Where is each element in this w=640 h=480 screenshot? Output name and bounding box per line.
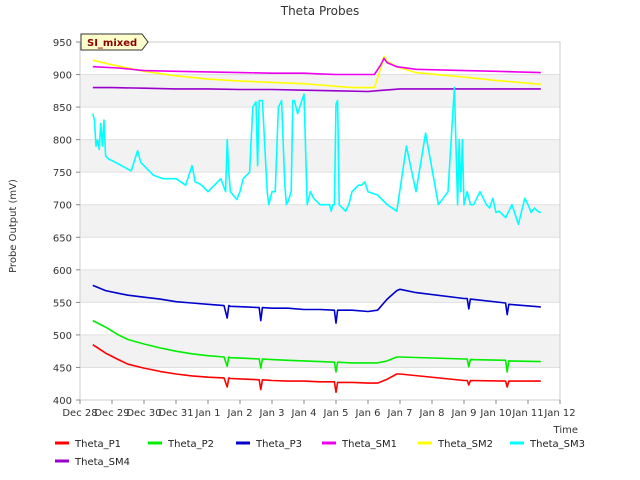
- x-tick-label: Jan 10: [479, 408, 511, 419]
- chart-title: Theta Probes: [280, 4, 359, 18]
- plot-frame: [79, 41, 561, 401]
- x-tick-label: Jan 7: [387, 408, 413, 419]
- legend-item-theta-sm4: Theta_SM4: [55, 457, 130, 468]
- x-tick-label: Dec 29: [94, 408, 129, 419]
- series-line-theta-sm1: [92, 57, 541, 76]
- legend: Theta_P1 Theta_P2 Theta_P3 Theta_SM1 Theta_S…: [55, 439, 585, 468]
- legend-item-theta-p2: Theta_P2: [148, 439, 214, 450]
- series-line-theta-p2: [92, 319, 541, 373]
- legend-item-theta-p1: Theta_P1: [55, 439, 121, 450]
- badge: SI_mixed: [80, 33, 149, 51]
- grid-band: [80, 269, 560, 303]
- x-tick-label: Dec 30: [126, 408, 161, 419]
- x-tick-label: Jan 4: [291, 408, 317, 419]
- legend-label: Theta_P3: [255, 439, 302, 450]
- y-tick-label: 900: [53, 71, 72, 82]
- y-tick-label: 400: [53, 396, 72, 407]
- axes: [79, 41, 561, 401]
- legend-label: Theta_SM4: [74, 457, 130, 468]
- series-line-theta-sm4: [92, 86, 541, 93]
- series-line-theta-p1: [92, 344, 541, 394]
- y-tick-label: 800: [53, 136, 72, 147]
- y-tick-label: 750: [53, 168, 72, 179]
- grid-band: [80, 139, 560, 173]
- x-tick-label: Jan 9: [451, 408, 477, 419]
- legend-label: Theta_SM1: [341, 439, 397, 450]
- grid-band: [80, 204, 560, 238]
- x-tick-label: Jan 8: [419, 408, 445, 419]
- y-tick-label: 550: [53, 298, 72, 309]
- x-tick-label: Jan 5: [323, 408, 349, 419]
- y-tick-label: 700: [53, 201, 72, 212]
- series-line-theta-sm3: [92, 86, 542, 226]
- plot-area: [80, 74, 560, 368]
- legend-item-theta-sm3: Theta_SM3: [510, 439, 585, 450]
- legend-item-theta-p3: Theta_P3: [236, 439, 302, 450]
- legend-label: Theta_SM3: [529, 439, 585, 450]
- y-tick-label: 500: [53, 331, 72, 342]
- y-axis-title: Probe Output (mV): [8, 179, 19, 273]
- x-tick-label: Dec 28: [62, 408, 97, 419]
- series-line-theta-sm2: [92, 55, 541, 89]
- legend-item-theta-sm2: Theta_SM2: [418, 439, 493, 450]
- x-tick-label: Jan 1: [195, 408, 221, 419]
- y-tick-label: 950: [53, 38, 72, 49]
- legend-item-theta-sm1: Theta_SM1: [322, 439, 397, 450]
- x-tick-label: Dec 31: [158, 408, 193, 419]
- legend-label: Theta_P2: [167, 439, 214, 450]
- x-tick-label: Jan 3: [259, 408, 285, 419]
- y-tick-label: 850: [53, 103, 72, 114]
- x-tick-label: Jan 12: [543, 408, 575, 419]
- y-tick-label: 450: [53, 363, 72, 374]
- x-tick-label: Jan 11: [511, 408, 543, 419]
- x-tick-label: Jan 2: [227, 408, 253, 419]
- grid-band: [80, 334, 560, 368]
- legend-label: Theta_SM2: [437, 439, 493, 450]
- badge-label: SI_mixed: [87, 38, 137, 49]
- badge-box: [80, 33, 149, 51]
- series-layer: [92, 55, 542, 394]
- y-axis: 400 450 500 550 600 650 700 750 800 850 900 950: [53, 38, 80, 407]
- x-axis-title: Time: [553, 425, 578, 436]
- x-tick-label: Jan 6: [355, 408, 381, 419]
- y-tick-label: 650: [53, 233, 72, 244]
- series-line-theta-p3: [92, 284, 541, 325]
- legend-label: Theta_P1: [74, 439, 121, 450]
- y-tick-label: 600: [53, 266, 72, 277]
